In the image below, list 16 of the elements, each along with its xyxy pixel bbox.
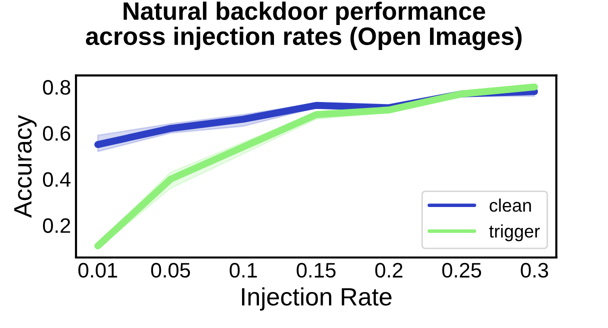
y-tick-label: 0.6 xyxy=(42,126,70,141)
x-tick-label: 0.05 xyxy=(151,262,190,278)
y-tick-label: 0.2 xyxy=(42,218,70,233)
x-tick-label: 0.25 xyxy=(442,262,482,278)
x-tick-label: 0.3 xyxy=(520,262,548,278)
y-axis-title: Accuracy xyxy=(14,115,37,218)
x-axis-title: Injection Rate xyxy=(242,287,392,311)
x-tick-label: 0.1 xyxy=(230,262,257,278)
y-tick-label: 0.4 xyxy=(42,172,71,187)
x-tick-label: 0.2 xyxy=(375,262,402,278)
x-tick-label: 0.15 xyxy=(296,262,336,278)
y-tick-label: 0.8 xyxy=(42,80,70,95)
legend-label: clean xyxy=(490,198,531,212)
chart-title: Natural backdoor performance across injection rates (Open Images) xyxy=(86,2,522,50)
legend-label: trigger xyxy=(489,224,540,242)
x-tick-label: 0.01 xyxy=(78,262,118,278)
